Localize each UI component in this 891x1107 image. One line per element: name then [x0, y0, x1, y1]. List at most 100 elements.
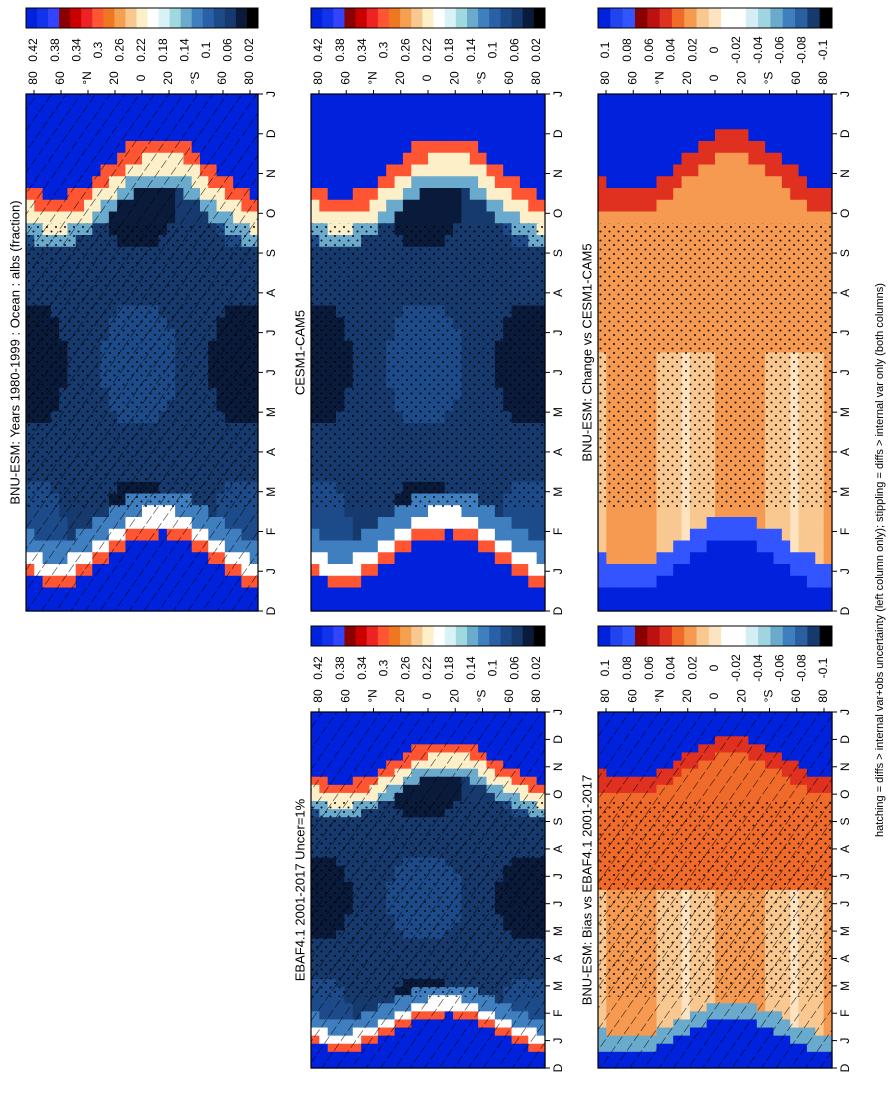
heatmap-cell — [648, 141, 658, 154]
heatmap-cell — [469, 199, 479, 213]
heatmap-cell — [327, 517, 337, 530]
heatmap-cell — [798, 575, 808, 589]
heatmap-cell — [614, 141, 624, 154]
heatmap-cell — [756, 575, 766, 589]
heatmap-cell — [377, 117, 387, 130]
heatmap-cell — [486, 587, 496, 600]
heatmap-cell — [536, 188, 546, 201]
heatmap-cell — [344, 199, 354, 213]
lat-tick-label: 20 — [393, 71, 407, 85]
heatmap-cell — [419, 540, 429, 553]
heatmap-cell — [773, 540, 783, 553]
heatmap-cell — [478, 199, 488, 213]
heatmap-cell — [411, 105, 421, 119]
heatmap-cell — [336, 505, 346, 518]
heatmap-cell — [386, 129, 396, 142]
heatmap-cell — [436, 211, 446, 224]
heatmap-cell — [731, 587, 741, 600]
heatmap-cell — [689, 540, 699, 553]
heatmap-cell — [511, 587, 521, 600]
heatmap-cell — [765, 505, 775, 518]
heatmap-cell — [311, 564, 320, 577]
heatmap-cell — [394, 575, 404, 589]
heatmap-cell — [377, 105, 387, 119]
heatmap-cell — [631, 587, 641, 600]
heatmap-cell — [698, 587, 708, 600]
month-tick-label: D — [551, 129, 565, 138]
colorbar-tick-label: 0.38 — [333, 38, 347, 62]
heatmap-cell — [823, 188, 833, 201]
heatmap-cell — [681, 117, 691, 130]
heatmap-cell — [656, 164, 666, 177]
heatmap-cell — [790, 211, 800, 224]
heatmap-cell — [494, 152, 504, 166]
heatmap-cell — [765, 129, 775, 142]
heatmap-cell — [419, 141, 429, 154]
heatmap-cell — [773, 528, 783, 542]
heatmap-cell — [806, 599, 816, 612]
heatmap-cell — [444, 575, 454, 589]
heatmap-cell — [478, 141, 488, 154]
heatmap-cell — [798, 152, 808, 166]
heatmap-cell — [689, 94, 699, 107]
heatmap-cell — [823, 528, 833, 542]
heatmap-cell — [765, 211, 775, 224]
heatmap-cell — [478, 176, 488, 189]
heatmap-cell — [748, 164, 758, 177]
heatmap-cell — [511, 211, 521, 224]
colorbar-tick-label: 0.3 — [91, 41, 105, 58]
heatmap-cell — [673, 105, 683, 119]
heatmap-cell — [740, 505, 750, 518]
heatmap-cell — [503, 599, 513, 612]
heatmap-cell — [706, 552, 716, 565]
colorbar-tick-label: 0.08 — [620, 38, 634, 62]
heatmap-cell — [715, 129, 724, 142]
heatmap-cell — [723, 211, 733, 224]
heatmap-cell — [344, 117, 354, 130]
heatmap-cell — [815, 528, 825, 542]
heatmap-cell — [369, 575, 379, 589]
heatmap-cell — [402, 564, 412, 577]
heatmap-cell — [453, 105, 463, 119]
heatmap-cell — [428, 188, 437, 201]
colorbar-tick-label: 0.06 — [221, 38, 235, 62]
heatmap-cell — [419, 152, 429, 166]
heatmap-cell — [614, 540, 624, 553]
heatmap-cell — [494, 587, 504, 600]
heatmap-cell — [411, 505, 421, 518]
heatmap-cell — [698, 599, 708, 612]
heatmap-cell — [681, 505, 691, 518]
heatmap-cell — [478, 164, 488, 177]
heatmap-cell — [494, 199, 504, 213]
month-tick-label: A — [264, 289, 278, 297]
heatmap-cell — [469, 176, 479, 189]
heatmap-cell — [598, 117, 607, 130]
month-tick-label: J — [838, 369, 852, 375]
heatmap-cell — [436, 199, 446, 213]
colorbar-tick-label: 0.14 — [464, 38, 478, 62]
heatmap-cell — [673, 564, 683, 577]
heatmap-cell — [648, 94, 658, 107]
heatmap-cell — [361, 176, 371, 189]
colorbar-swatch — [202, 8, 215, 28]
heatmap-cell — [790, 129, 800, 142]
heatmap-cell — [419, 117, 429, 130]
heatmap-cell — [327, 199, 337, 213]
heatmap-cell — [781, 505, 791, 518]
heatmap-cell — [823, 141, 833, 154]
heatmap-cell — [673, 575, 683, 589]
heatmap-cell — [486, 129, 496, 142]
heatmap-cell — [344, 211, 354, 224]
heatmap-cell — [756, 141, 766, 154]
heatmap-cell — [386, 141, 396, 154]
heatmap-cell — [361, 117, 371, 130]
heatmap-cell — [823, 587, 833, 600]
heatmap-cell — [511, 141, 521, 154]
heatmap-cell — [311, 517, 320, 530]
heatmap-cell — [453, 141, 463, 154]
colorbar-swatch — [622, 8, 636, 28]
heatmap-cell — [748, 105, 758, 119]
colorbar-tick-label: 0.1 — [486, 41, 500, 58]
heatmap-cell — [503, 94, 513, 107]
heatmap-cell — [698, 117, 708, 130]
